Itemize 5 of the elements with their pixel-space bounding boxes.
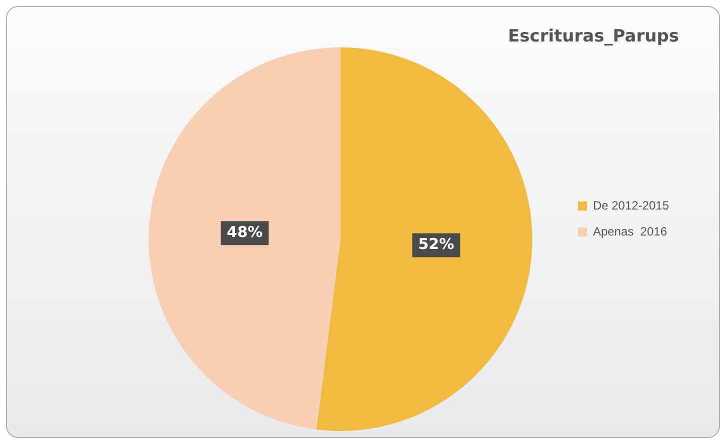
legend-label: Apenas 2016	[592, 224, 668, 238]
chart-title: Escrituras_Parups	[508, 26, 679, 47]
data-label: 52%	[418, 235, 454, 254]
data-label: 48%	[226, 223, 263, 242]
legend-label: De 2012-2015	[592, 198, 670, 212]
